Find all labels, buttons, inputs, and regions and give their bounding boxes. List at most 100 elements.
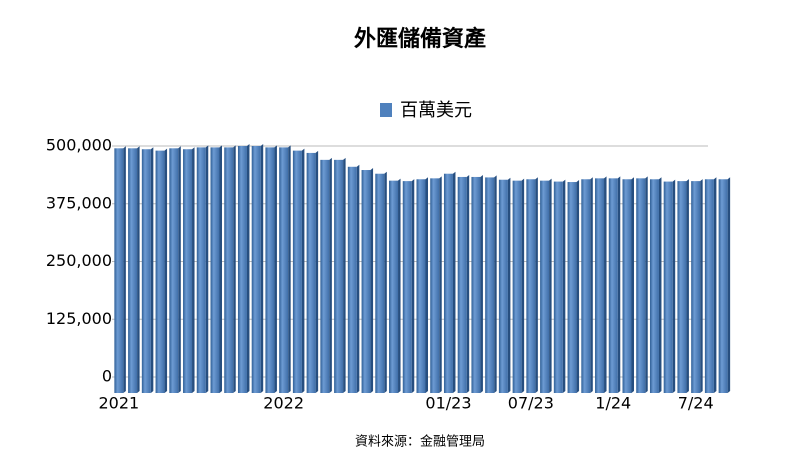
bar-side: [260, 144, 264, 393]
bar-side: [219, 145, 222, 393]
chart-title: 外匯儲備資產: [354, 26, 486, 52]
bar: [677, 181, 687, 393]
bar: [649, 179, 659, 393]
bar: [334, 159, 344, 393]
bar: [237, 146, 247, 393]
bar-side: [315, 150, 319, 393]
legend-swatch: [380, 103, 392, 117]
bar-side: [631, 177, 634, 393]
bar-side: [549, 178, 552, 393]
bar-side: [727, 177, 731, 393]
y-tick-label: 500,000: [46, 136, 112, 155]
bar-side: [384, 171, 387, 393]
bar-side: [425, 177, 428, 393]
bar: [526, 179, 536, 393]
bar: [430, 178, 440, 393]
bar-side: [466, 174, 470, 393]
bar: [595, 178, 605, 393]
bar-side: [576, 180, 580, 393]
bar-side: [123, 146, 126, 393]
x-tick-label: 1/24: [595, 394, 631, 413]
bar-side: [658, 177, 662, 393]
x-tick-label: 07/23: [508, 394, 554, 413]
bar: [471, 176, 481, 393]
bar: [389, 180, 399, 393]
bar: [485, 177, 495, 393]
bar-side: [604, 176, 607, 393]
bar: [457, 176, 467, 393]
bar-side: [356, 164, 360, 393]
bar-side: [535, 177, 538, 393]
source-note: 資料來源：金融管理局: [355, 434, 485, 450]
bar: [553, 181, 563, 393]
bar: [581, 179, 591, 393]
bar-side: [480, 174, 483, 393]
y-tick-label: 0: [102, 367, 112, 386]
y-tick-label: 375,000: [46, 193, 112, 212]
bar: [416, 179, 426, 393]
bar-side: [562, 179, 566, 393]
bar: [512, 180, 522, 393]
x-tick-label: 7/24: [678, 394, 714, 413]
bar: [320, 159, 330, 393]
bar-side: [343, 157, 346, 393]
bar-side: [713, 177, 717, 393]
bar-side: [700, 179, 703, 393]
bar: [704, 179, 714, 393]
bar: [128, 148, 138, 393]
bar: [443, 173, 453, 393]
bar-side: [672, 179, 676, 393]
bar-side: [452, 171, 456, 393]
bar-side: [301, 148, 305, 393]
bar: [691, 181, 701, 393]
bar: [608, 178, 618, 393]
bar: [347, 166, 357, 393]
bar: [114, 148, 124, 393]
bar: [155, 150, 165, 393]
bar-side: [507, 177, 511, 393]
bar-side: [288, 145, 291, 393]
bar: [718, 179, 728, 393]
bar-side: [521, 178, 525, 393]
legend-label: 百萬美元: [400, 100, 472, 121]
bar-side: [494, 175, 497, 393]
bar: [498, 179, 508, 393]
bar-side: [178, 146, 181, 393]
bar: [375, 173, 385, 393]
bar: [279, 147, 289, 393]
bar: [361, 170, 371, 393]
bar-side: [398, 178, 401, 393]
bar: [196, 147, 206, 393]
y-tick-label: 250,000: [46, 251, 112, 270]
bar: [622, 179, 632, 393]
bar-side: [164, 148, 168, 393]
bar: [292, 150, 302, 393]
bar-side: [370, 168, 374, 393]
bar-side: [150, 147, 154, 393]
y-tick-label: 125,000: [46, 309, 112, 328]
bar-side: [590, 177, 593, 393]
bar-side: [192, 147, 195, 393]
bar: [265, 147, 275, 393]
bar-side: [645, 176, 648, 393]
bar-side: [233, 145, 236, 393]
bar-side: [686, 179, 689, 393]
bar: [224, 147, 234, 393]
bar: [183, 149, 193, 393]
bar-side: [617, 176, 621, 393]
bar-side: [137, 146, 140, 393]
bar-side: [274, 145, 277, 393]
bar: [251, 146, 261, 393]
bar-side: [205, 145, 209, 393]
bar: [306, 152, 316, 393]
bar: [169, 148, 179, 393]
x-tick-label: 2021: [99, 394, 140, 413]
bar: [636, 178, 646, 393]
x-tick-label: 01/23: [425, 394, 471, 413]
bar: [663, 181, 673, 393]
bar: [567, 182, 577, 393]
bar: [210, 147, 220, 393]
x-tick-label: 2022: [263, 394, 304, 413]
bar-side: [246, 144, 250, 393]
